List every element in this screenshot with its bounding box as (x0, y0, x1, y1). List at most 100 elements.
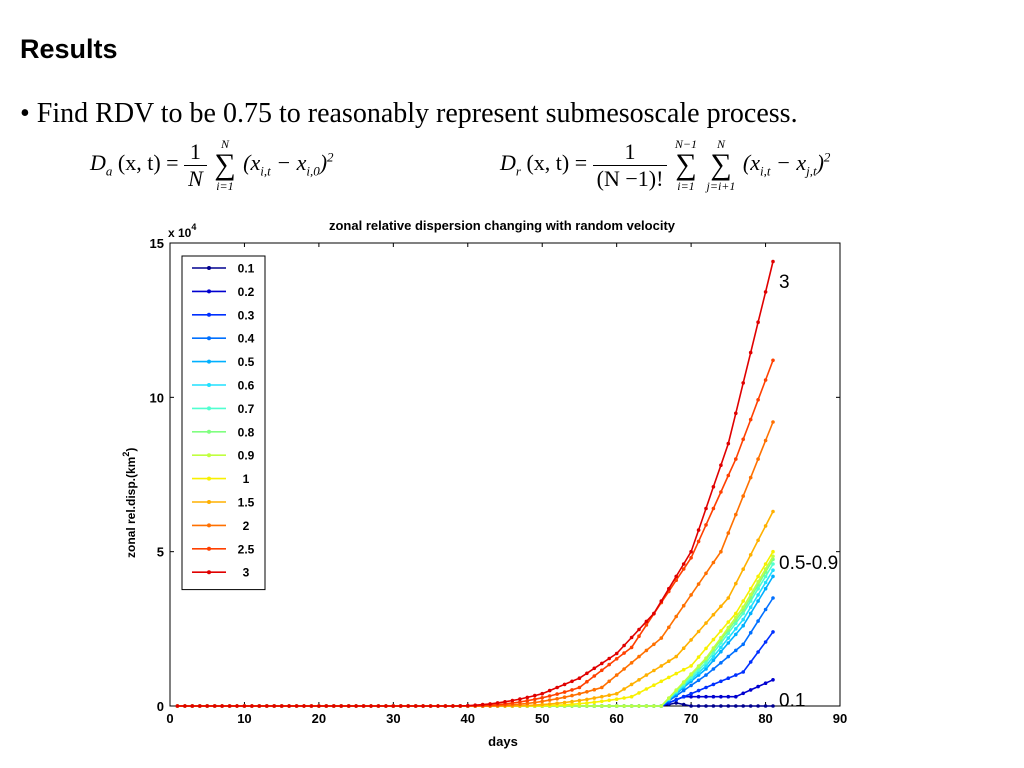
data-point (771, 704, 775, 708)
y-axis-label: zonal rel.disp.(km2) (121, 448, 138, 558)
data-point (384, 704, 388, 708)
data-point (763, 524, 768, 528)
data-point (652, 683, 656, 687)
x-axis-label: days (488, 734, 518, 749)
data-point (562, 682, 567, 687)
data-point (704, 664, 708, 668)
formula-a-sum-top: N (220, 137, 229, 151)
data-point (421, 704, 425, 708)
data-point (510, 698, 515, 703)
legend-item: 0.1 (192, 262, 255, 276)
legend-swatch-marker (207, 476, 211, 481)
data-point (741, 381, 745, 385)
data-point (763, 574, 768, 579)
data-point (726, 654, 731, 659)
sigma-symbol: ∑ (675, 148, 697, 181)
x-tick-label: 30 (386, 711, 400, 726)
data-point (436, 704, 440, 708)
data-point (667, 659, 671, 663)
data-point (771, 596, 775, 600)
series-group (175, 259, 775, 708)
formula-r-sum2-bottom: j=i+1 (706, 179, 736, 193)
formula-absolute-dispersion: Da (x, t) = 1 N N ∑ i=1 (xi,t − xi,0)2 (90, 138, 334, 192)
formula-a-term-open: (x (243, 150, 261, 176)
data-point (756, 704, 760, 708)
legend-item: 0.8 (192, 425, 255, 439)
data-point (577, 701, 582, 706)
data-point (577, 685, 582, 690)
formula-r-sum1-top: N−1 (674, 137, 698, 151)
formula-r-term-open: (x (742, 150, 760, 176)
data-point (696, 704, 701, 708)
formula-a-power: 2 (327, 149, 334, 165)
legend-label: 2.5 (238, 542, 255, 556)
data-point (711, 506, 716, 511)
data-point (704, 656, 708, 660)
y-tick-label: 5 (157, 545, 164, 560)
data-point (667, 586, 671, 591)
data-point (488, 702, 492, 706)
data-point (279, 704, 284, 708)
data-point (763, 562, 768, 566)
data-point (771, 568, 775, 572)
data-point (622, 651, 626, 655)
annotation-label: 0.1 (779, 690, 805, 711)
data-point (629, 694, 634, 699)
sigma-symbol: ∑ (214, 148, 236, 181)
data-point (629, 682, 634, 687)
data-point (726, 704, 731, 708)
legend-box (181, 255, 266, 591)
formula-a-term-mid: − x (270, 150, 307, 176)
data-point (674, 654, 678, 659)
data-point (719, 629, 723, 633)
data-point (533, 700, 537, 705)
data-point (376, 704, 381, 708)
data-point (302, 704, 306, 708)
data-point (637, 691, 641, 695)
data-point (443, 704, 448, 708)
data-point (451, 704, 455, 708)
data-point (592, 687, 597, 692)
data-point (547, 702, 552, 706)
data-point (332, 704, 336, 708)
data-point (659, 664, 664, 668)
formula-a-fraction: 1 N (184, 139, 207, 192)
legend-label: 0.5 (238, 355, 255, 369)
data-point (547, 698, 552, 702)
legend-swatch-marker (207, 266, 211, 270)
data-point (771, 678, 775, 682)
data-point (540, 691, 544, 696)
data-point (726, 473, 731, 478)
data-point (696, 678, 701, 683)
data-point (473, 703, 478, 707)
data-point (763, 290, 768, 294)
legend-item: 0.6 (192, 379, 255, 393)
data-point (741, 567, 745, 571)
data-point (406, 704, 411, 708)
y-tick-label: 15 (150, 236, 164, 251)
data-point (734, 627, 738, 631)
data-point (600, 661, 604, 666)
data-point (771, 574, 775, 579)
data-point (741, 691, 745, 696)
data-point (763, 681, 768, 685)
data-point (771, 549, 775, 554)
data-point (734, 673, 738, 677)
legend-label: 0.4 (238, 332, 255, 346)
data-point (399, 704, 403, 708)
data-point (741, 623, 745, 628)
data-point (704, 673, 708, 677)
legend-label: 0.6 (238, 379, 255, 393)
data-point (652, 611, 656, 616)
x-tick-label: 60 (609, 711, 623, 726)
legend-swatch-marker (207, 429, 211, 434)
data-point (689, 704, 693, 708)
data-point (518, 697, 522, 701)
data-point (711, 694, 716, 699)
x-tick-label: 40 (461, 711, 475, 726)
data-point (637, 634, 641, 638)
formula-a-numerator: 1 (184, 139, 207, 166)
data-point (681, 680, 686, 684)
data-point (741, 642, 745, 647)
data-point (622, 667, 626, 671)
